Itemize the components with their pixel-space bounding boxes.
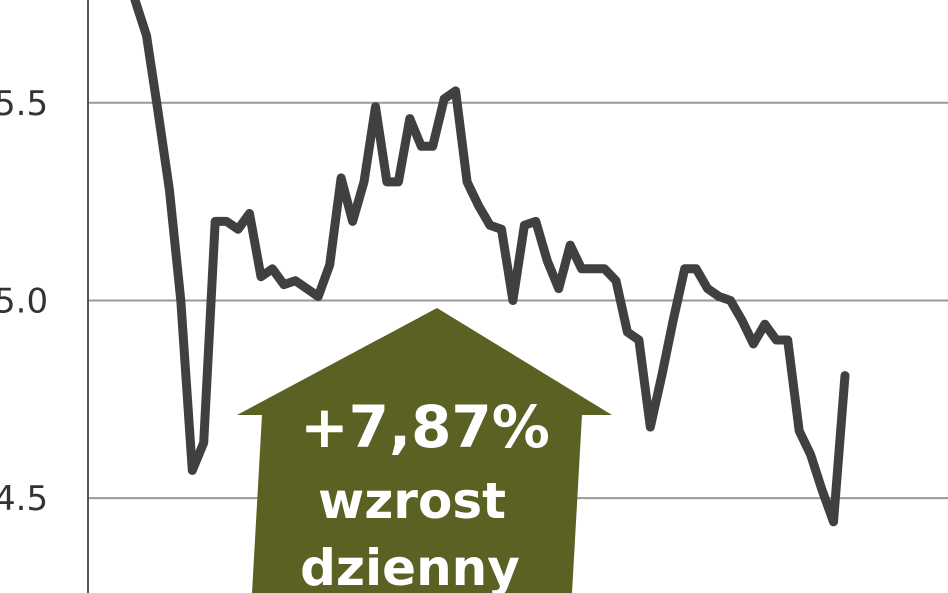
- y-tick-label: 5.0: [0, 281, 48, 321]
- y-tick-labels: 5.5 5.0 4.5: [0, 84, 48, 519]
- y-tick-label: 5.5: [0, 84, 48, 124]
- arrow-shape: [237, 308, 612, 593]
- arrow-change-label: +7,87%: [300, 393, 550, 461]
- arrow-label-line1: wzrost: [318, 472, 506, 530]
- price-line: [130, 0, 850, 527]
- arrow-label-line2: dzienny: [300, 539, 520, 593]
- y-tick-label: 4.5: [0, 479, 48, 519]
- change-arrow: +7,87% wzrost dzienny: [237, 308, 612, 593]
